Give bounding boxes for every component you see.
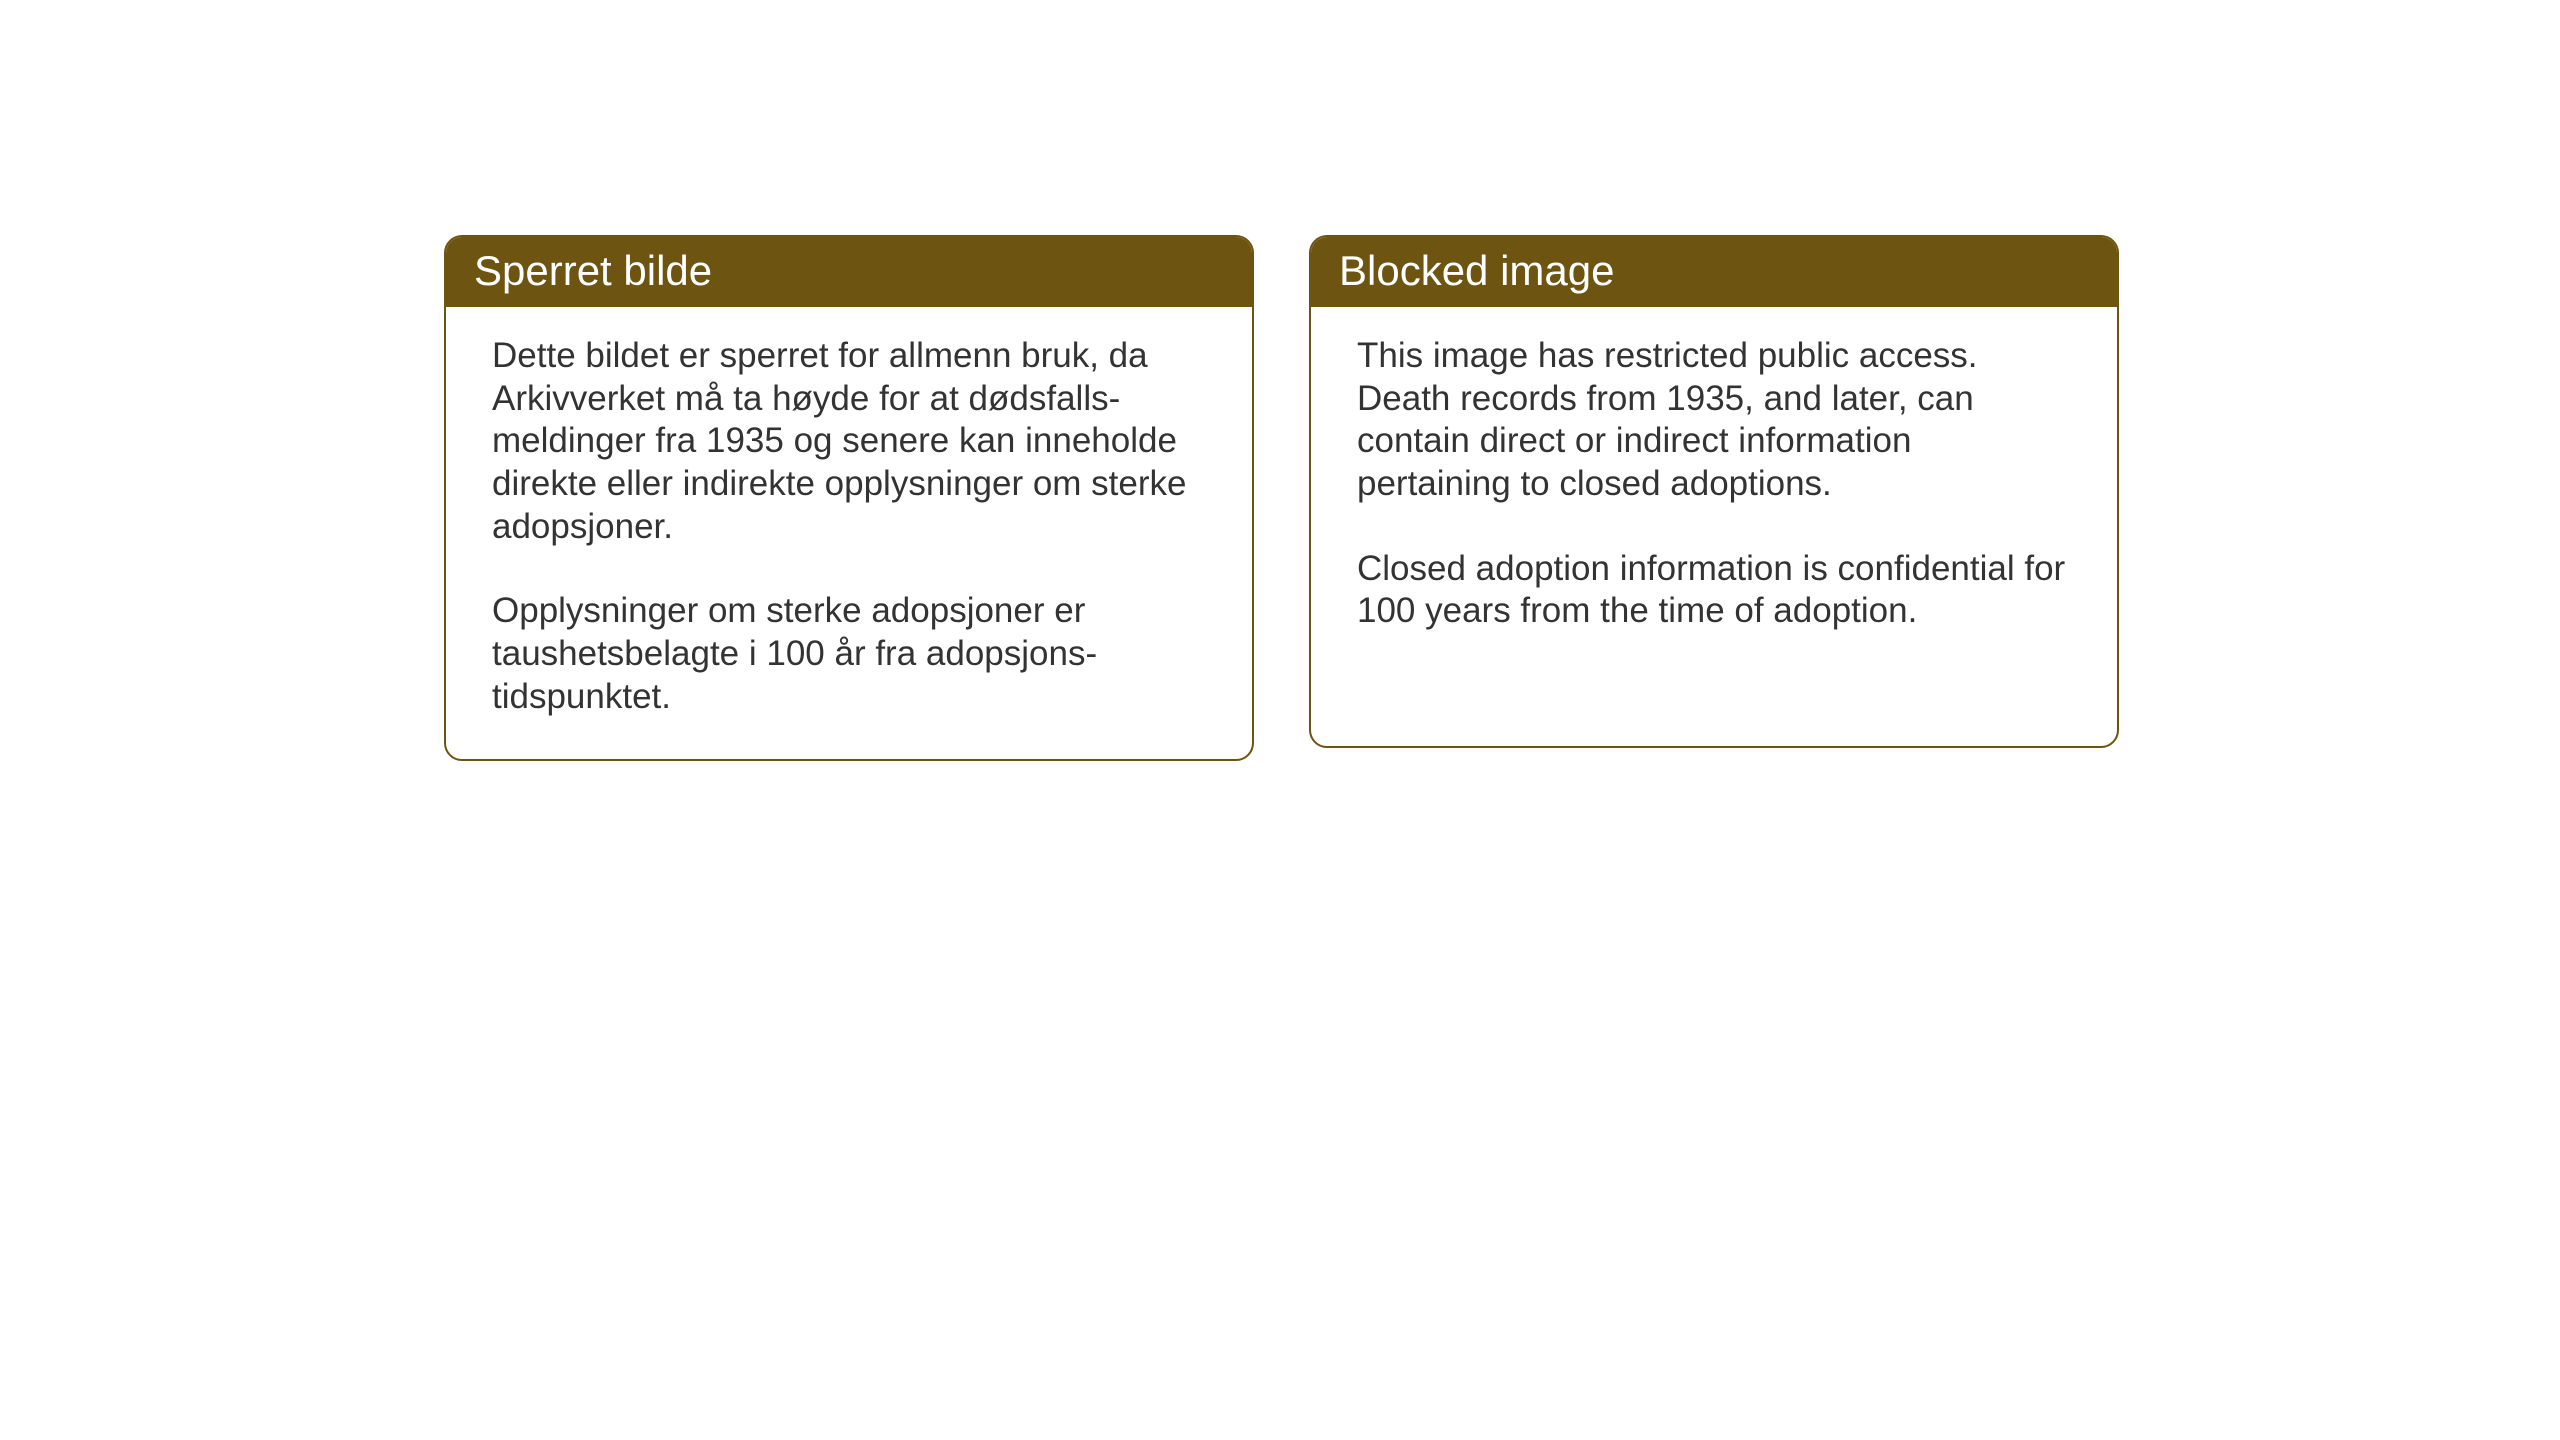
cards-container: Sperret bilde Dette bildet er sperret fo… xyxy=(444,235,2119,761)
card-header-norwegian: Sperret bilde xyxy=(446,237,1252,307)
card-body-english: This image has restricted public access.… xyxy=(1311,307,2117,673)
paragraph-1-norwegian: Dette bildet er sperret for allmenn bruk… xyxy=(492,335,1206,548)
paragraph-1-english: This image has restricted public access.… xyxy=(1357,335,2071,506)
paragraph-2-norwegian: Opplysninger om sterke adopsjoner er tau… xyxy=(492,590,1206,718)
card-body-norwegian: Dette bildet er sperret for allmenn bruk… xyxy=(446,307,1252,759)
paragraph-2-english: Closed adoption information is confident… xyxy=(1357,548,2071,633)
card-english: Blocked image This image has restricted … xyxy=(1309,235,2119,748)
card-header-english: Blocked image xyxy=(1311,237,2117,307)
card-norwegian: Sperret bilde Dette bildet er sperret fo… xyxy=(444,235,1254,761)
